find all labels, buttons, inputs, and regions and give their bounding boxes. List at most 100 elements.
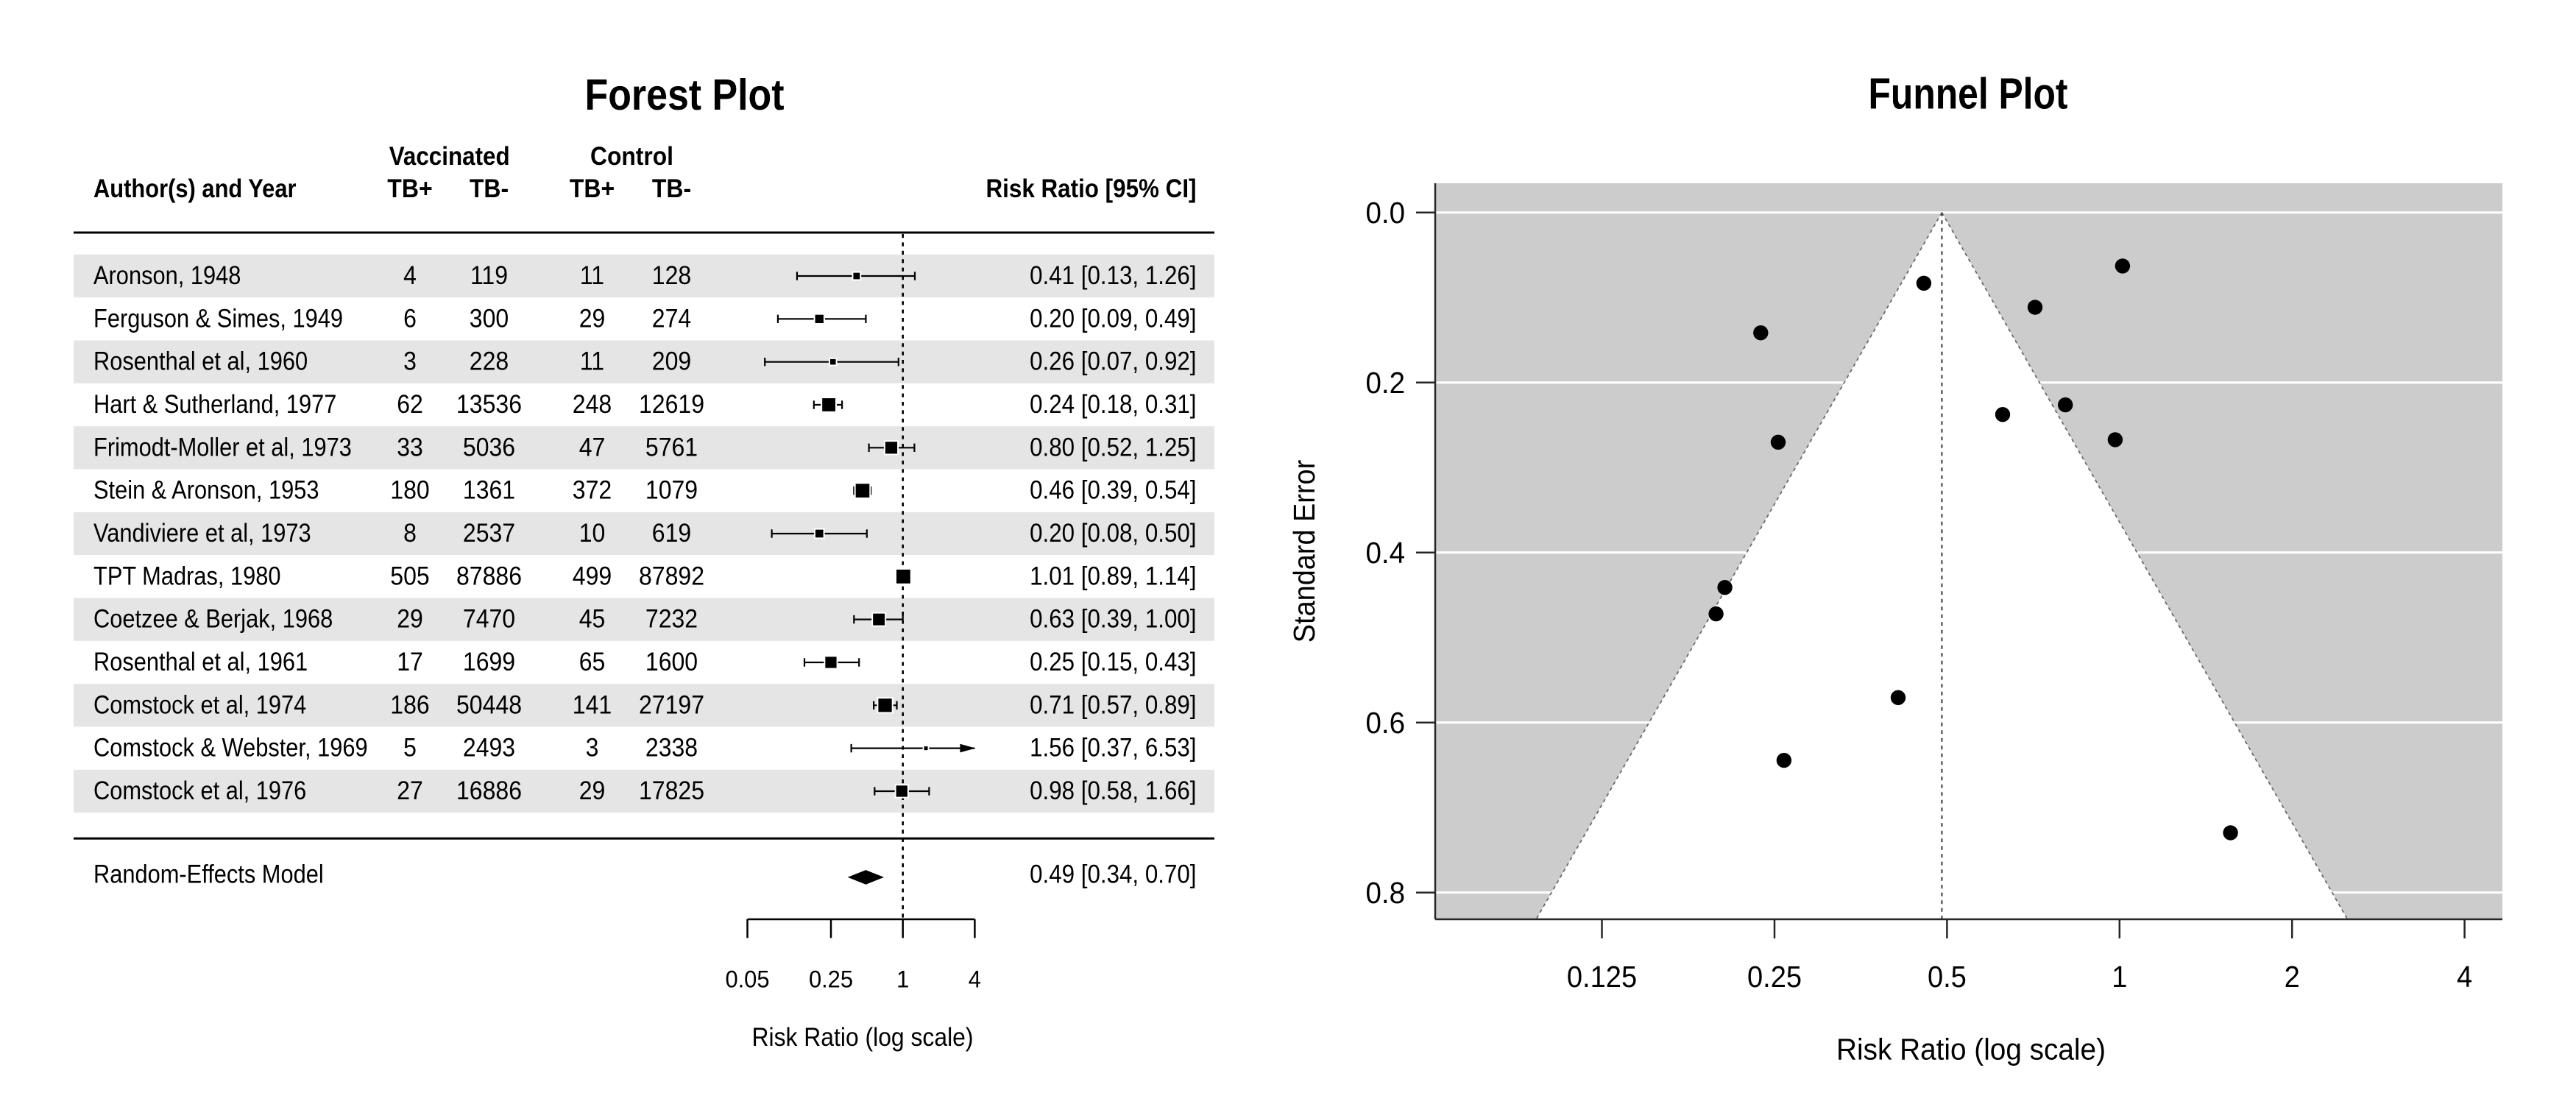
svg-text:4: 4: [2457, 960, 2472, 994]
svg-text:0.8: 0.8: [1366, 876, 1406, 910]
svg-text:13536: 13536: [456, 390, 522, 419]
svg-text:0.4: 0.4: [1366, 536, 1406, 570]
svg-text:3: 3: [403, 347, 417, 376]
svg-text:Random-Effects Model: Random-Effects Model: [93, 860, 324, 889]
svg-text:TB+: TB+: [387, 174, 432, 203]
svg-text:45: 45: [579, 605, 606, 634]
svg-text:Comstock et al, 1974: Comstock et al, 1974: [93, 690, 306, 719]
svg-text:7470: 7470: [463, 605, 515, 634]
svg-text:Comstock & Webster, 1969: Comstock & Webster, 1969: [93, 734, 368, 762]
svg-text:17825: 17825: [639, 776, 704, 805]
svg-text:1361: 1361: [463, 476, 515, 505]
svg-text:7232: 7232: [645, 605, 698, 634]
svg-text:0.80 [0.52, 1.25]: 0.80 [0.52, 1.25]: [1030, 433, 1196, 461]
svg-text:33: 33: [397, 433, 423, 461]
svg-text:Funnel Plot: Funnel Plot: [1869, 70, 2068, 118]
svg-text:Coetzee & Berjak, 1968: Coetzee & Berjak, 1968: [93, 605, 333, 634]
svg-text:228: 228: [470, 347, 509, 376]
svg-text:Control: Control: [590, 142, 673, 171]
svg-text:1.01 [0.89, 1.14]: 1.01 [0.89, 1.14]: [1030, 562, 1196, 590]
svg-text:1: 1: [896, 966, 909, 993]
svg-text:87892: 87892: [639, 562, 704, 590]
svg-text:17: 17: [397, 648, 423, 676]
svg-text:5: 5: [403, 734, 417, 762]
svg-text:5036: 5036: [463, 433, 515, 461]
svg-text:Comstock et al, 1976: Comstock et al, 1976: [93, 776, 306, 805]
svg-text:29: 29: [397, 605, 423, 634]
svg-text:47: 47: [579, 433, 606, 461]
svg-text:1079: 1079: [645, 476, 698, 505]
svg-text:65: 65: [579, 648, 606, 676]
svg-text:Ferguson & Simes, 1949: Ferguson & Simes, 1949: [93, 304, 343, 333]
svg-text:0.25 [0.15, 0.43]: 0.25 [0.15, 0.43]: [1030, 648, 1196, 676]
svg-text:TPT Madras, 1980: TPT Madras, 1980: [93, 562, 281, 590]
svg-text:29: 29: [579, 304, 606, 333]
svg-text:0.46 [0.39, 0.54]: 0.46 [0.39, 0.54]: [1030, 476, 1196, 505]
svg-text:29: 29: [579, 776, 606, 805]
svg-text:4: 4: [403, 261, 417, 290]
svg-text:Stein & Aronson, 1953: Stein & Aronson, 1953: [93, 476, 319, 505]
svg-text:10: 10: [579, 519, 606, 548]
svg-text:2537: 2537: [463, 519, 515, 548]
svg-text:12619: 12619: [639, 390, 704, 419]
svg-text:505: 505: [390, 562, 429, 590]
svg-text:4: 4: [969, 966, 981, 993]
svg-text:619: 619: [652, 519, 691, 548]
svg-text:Aronson, 1948: Aronson, 1948: [93, 261, 241, 290]
svg-text:0.49 [0.34, 0.70]: 0.49 [0.34, 0.70]: [1030, 860, 1196, 889]
svg-text:Risk Ratio (log scale): Risk Ratio (log scale): [752, 1023, 974, 1052]
svg-text:0.05: 0.05: [725, 966, 769, 993]
svg-text:0.2: 0.2: [1366, 366, 1406, 400]
svg-text:TB-: TB-: [652, 174, 691, 203]
svg-text:Vandiviere et al, 1973: Vandiviere et al, 1973: [93, 519, 311, 548]
svg-text:2338: 2338: [645, 734, 698, 762]
svg-text:128: 128: [652, 261, 691, 290]
svg-text:372: 372: [573, 476, 612, 505]
svg-text:2: 2: [2285, 960, 2300, 994]
svg-text:0.26 [0.07, 0.92]: 0.26 [0.07, 0.92]: [1030, 347, 1196, 376]
svg-text:0.5: 0.5: [1928, 960, 1967, 994]
svg-text:0.71 [0.57, 0.89]: 0.71 [0.57, 0.89]: [1030, 690, 1196, 719]
svg-text:499: 499: [573, 562, 612, 590]
svg-text:TB+: TB+: [570, 174, 615, 203]
svg-text:27197: 27197: [639, 690, 704, 719]
svg-text:141: 141: [573, 690, 612, 719]
svg-text:5761: 5761: [645, 433, 698, 461]
svg-text:27: 27: [397, 776, 423, 805]
svg-text:274: 274: [652, 304, 691, 333]
svg-text:0.0: 0.0: [1366, 196, 1406, 230]
svg-text:248: 248: [573, 390, 612, 419]
svg-text:3: 3: [586, 734, 599, 762]
svg-text:Vaccinated: Vaccinated: [389, 142, 510, 171]
svg-text:1.56 [0.37, 6.53]: 1.56 [0.37, 6.53]: [1030, 734, 1196, 762]
svg-text:119: 119: [470, 261, 508, 290]
svg-text:62: 62: [397, 390, 423, 419]
svg-text:0.20 [0.08, 0.50]: 0.20 [0.08, 0.50]: [1030, 519, 1196, 548]
svg-text:50448: 50448: [456, 690, 522, 719]
svg-text:Standard Error: Standard Error: [1287, 460, 1321, 643]
svg-text:0.125: 0.125: [1567, 960, 1637, 994]
svg-text:0.63 [0.39, 1.00]: 0.63 [0.39, 1.00]: [1030, 605, 1196, 634]
svg-text:0.41 [0.13, 1.26]: 0.41 [0.13, 1.26]: [1030, 261, 1196, 290]
svg-text:0.25: 0.25: [1747, 960, 1802, 994]
svg-text:Hart & Sutherland, 1977: Hart & Sutherland, 1977: [93, 390, 336, 419]
svg-text:16886: 16886: [456, 776, 522, 805]
svg-text:11: 11: [580, 347, 604, 376]
svg-text:186: 186: [390, 690, 429, 719]
svg-text:209: 209: [652, 347, 691, 376]
svg-text:300: 300: [470, 304, 509, 333]
svg-text:Risk Ratio (log scale): Risk Ratio (log scale): [1836, 1033, 2106, 1066]
svg-text:Risk Ratio [95% CI]: Risk Ratio [95% CI]: [986, 174, 1197, 203]
svg-text:1600: 1600: [645, 648, 698, 676]
svg-text:TB-: TB-: [470, 174, 509, 203]
svg-text:Frimodt-Moller et al, 1973: Frimodt-Moller et al, 1973: [93, 433, 352, 461]
svg-text:180: 180: [390, 476, 429, 505]
svg-text:0.98 [0.58, 1.66]: 0.98 [0.58, 1.66]: [1030, 776, 1196, 805]
svg-text:2493: 2493: [463, 734, 515, 762]
svg-text:0.6: 0.6: [1366, 706, 1406, 740]
svg-text:Rosenthal et al, 1961: Rosenthal et al, 1961: [93, 648, 308, 676]
svg-text:Author(s) and Year: Author(s) and Year: [93, 174, 297, 203]
svg-text:1699: 1699: [463, 648, 515, 676]
svg-text:0.20 [0.09, 0.49]: 0.20 [0.09, 0.49]: [1030, 304, 1196, 333]
svg-text:Rosenthal et al, 1960: Rosenthal et al, 1960: [93, 347, 308, 376]
